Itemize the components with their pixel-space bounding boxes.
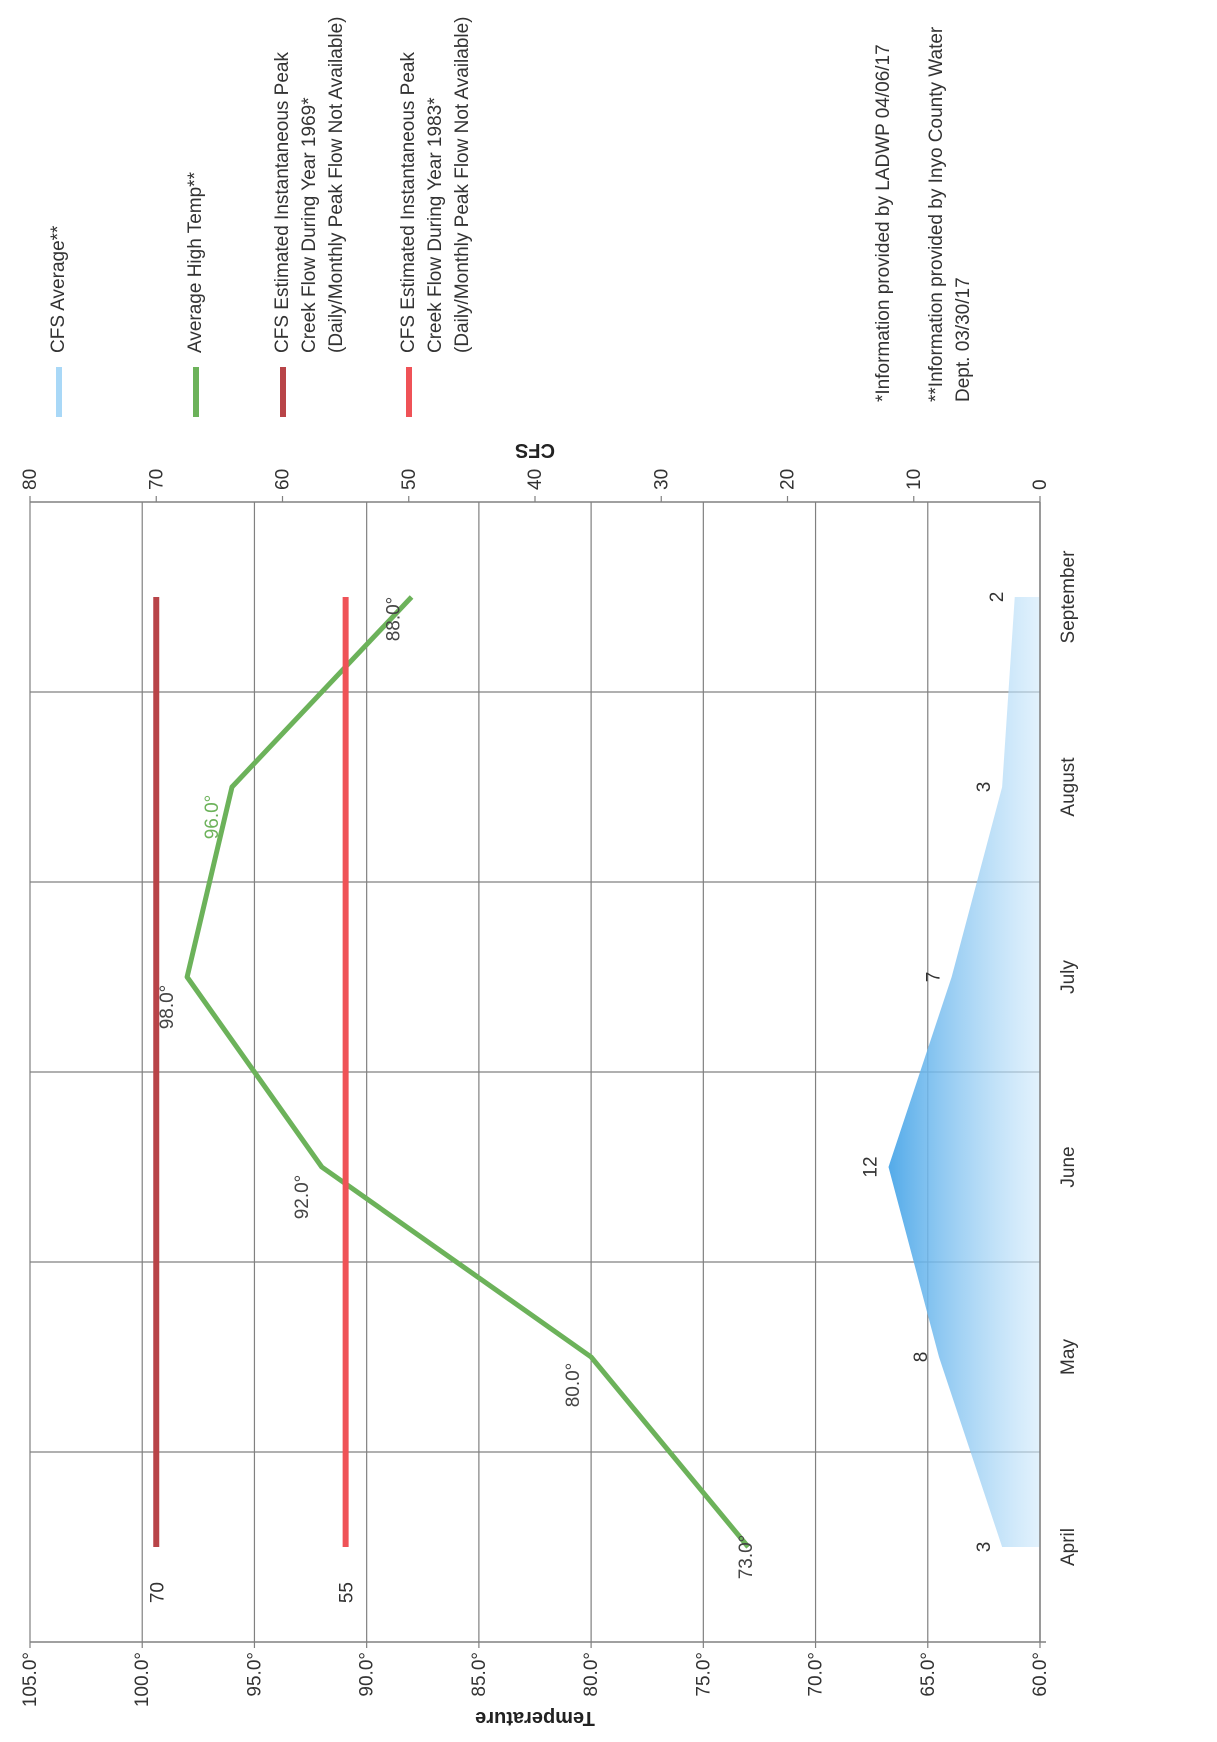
legend-label-peak-1983: CFS Estimated Instantaneous Peak Creek F… [398, 16, 473, 353]
cfs-average-data-label: 12 [861, 1156, 882, 1177]
axes: 60.0° 65.0° 70.0° 75.0° 80.0° 85.0° 90.0° 95.0°… [20, 442, 1079, 1729]
legend-swatch-peak-1969 [280, 367, 286, 417]
left-axis-tick-label: 60.0° [1030, 1652, 1051, 1697]
legend-item-cfs-average: CFS Average** [45, 0, 72, 417]
series-lines [153, 595, 751, 1549]
legend-label-average-high-temp: Average High Temp** [185, 172, 206, 353]
legend-item-peak-1983: CFS Estimated Instantaneous Peak Creek F… [395, 0, 476, 417]
peak-flow-data-label: 55 [337, 1582, 358, 1603]
gridlines [29, 502, 1041, 1642]
right-axis-tick-label: 20 [778, 469, 799, 490]
left-axis-tick-label: 85.0° [469, 1652, 490, 1697]
left-axis-tick-label: 95.0° [244, 1652, 265, 1697]
average-high-temp-data-label: 88.0° [384, 597, 405, 642]
left-axis-tick-label: 70.0° [806, 1652, 827, 1697]
right-axis-tick-label: 40 [525, 469, 546, 490]
right-axis-tick-label: 50 [399, 469, 420, 490]
legend: CFS Average** Average High Temp** CFS Es… [45, 0, 521, 417]
note-inyo-county: **Information provided by Inyo County Wa… [926, 26, 974, 402]
cfs-average-data-label: 7 [924, 972, 945, 983]
cfs-average-data-label: 3 [974, 1542, 995, 1553]
legend-label-cfs-average: CFS Average** [48, 225, 69, 353]
legend-label-peak-1969: CFS Estimated Instantaneous Peak Creek F… [272, 16, 347, 353]
x-axis-tick-label: April [1058, 1528, 1079, 1566]
cfs-average-data-label: 8 [911, 1352, 932, 1363]
legend-item-peak-1969: CFS Estimated Instantaneous Peak Creek F… [269, 0, 350, 417]
x-axis-tick-label: May [1058, 1339, 1079, 1375]
average-high-temp-data-label: 73.0° [736, 1535, 757, 1580]
left-axis-title: Temperature [475, 1707, 595, 1729]
legend-swatch-cfs-average [56, 367, 62, 417]
right-axis-tick-label: 80 [20, 469, 41, 490]
data-labels: 3 8 12 7 3 2 73.0° 80.0° 92.0° 98.0° 96.0° 88.0° 70 5… [147, 592, 1008, 1603]
right-axis-tick-label: 70 [146, 469, 167, 490]
x-axis-tick-label: September [1058, 550, 1079, 644]
left-axis-tick-label: 100.0° [132, 1652, 153, 1707]
cfs-average-data-label: 2 [987, 592, 1008, 603]
legend-swatch-average-high-temp [193, 367, 199, 417]
x-axis-tick-label: July [1058, 960, 1079, 994]
average-high-temp-data-label: 96.0° [202, 795, 223, 840]
x-axis-tick-label: August [1058, 757, 1079, 817]
left-axis-tick-label: 80.0° [581, 1652, 602, 1697]
average-high-temp-line [184, 595, 751, 1549]
left-axis-tick-label: 105.0° [20, 1652, 41, 1707]
source-notes: *Information provided by LADWP 04/06/17 … [870, 2, 1003, 402]
right-axis-tick-label: 30 [651, 469, 672, 490]
average-high-temp-data-label: 92.0° [292, 1175, 313, 1220]
chart: 60.0° 65.0° 70.0° 75.0° 80.0° 85.0° 90.0° 95.0°… [20, 442, 1079, 1729]
left-axis-tick-label: 75.0° [693, 1652, 714, 1697]
note-ladwp: *Information provided by LADWP 04/06/17 [873, 44, 894, 402]
peak-flow-data-label: 70 [147, 1582, 168, 1603]
right-axis-title: CFS [515, 442, 555, 461]
right-axis-tick-label: 10 [904, 469, 925, 490]
average-high-temp-data-label: 80.0° [563, 1363, 584, 1408]
cfs-average-area [888, 597, 1040, 1547]
legend-item-average-high-temp: Average High Temp** [182, 0, 209, 417]
average-high-temp-data-label: 98.0° [157, 985, 178, 1030]
left-axis-tick-label: 65.0° [918, 1652, 939, 1697]
cfs-average-data-label: 3 [974, 782, 995, 793]
cfs-area-layer [888, 597, 1040, 1547]
right-axis-tick-label: 0 [1030, 479, 1051, 490]
right-axis-tick-label: 60 [273, 469, 294, 490]
x-axis-tick-label: June [1058, 1146, 1079, 1187]
left-axis-tick-label: 90.0° [357, 1652, 378, 1697]
legend-swatch-peak-1983 [406, 367, 412, 417]
